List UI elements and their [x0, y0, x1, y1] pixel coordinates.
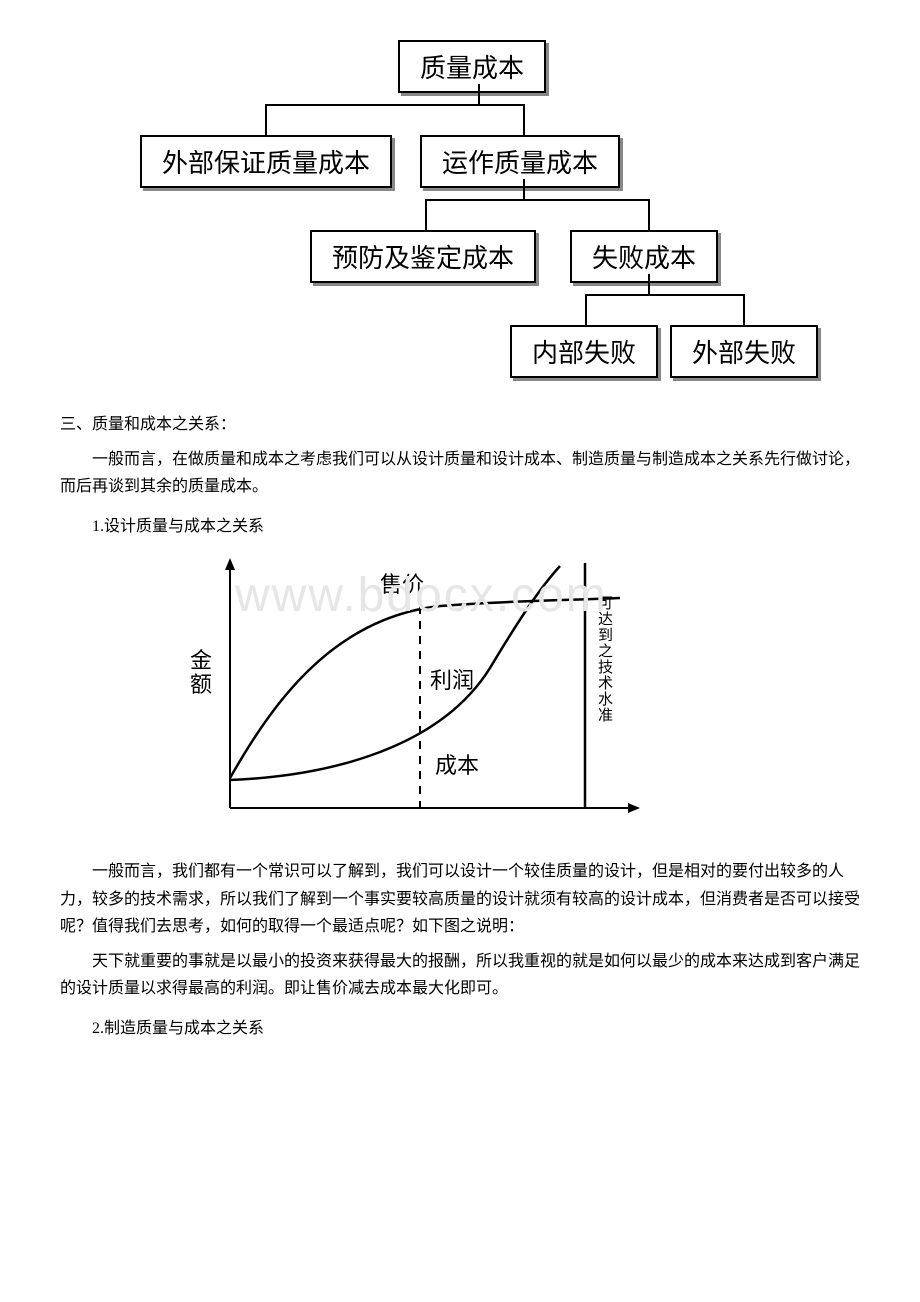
tree-connector [743, 294, 745, 325]
chart-profit-label: 利润 [430, 668, 474, 693]
tree-node-prevention: 预防及鉴定成本 [310, 230, 536, 283]
quality-cost-tree: 质量成本 外部保证质量成本 运作质量成本 预防及鉴定成本 失败成本 内部失败 外… [110, 40, 810, 380]
tree-node-external-failure: 外部失败 [670, 325, 818, 378]
tree-connector [478, 84, 480, 104]
paragraph: 一般而言，在做质量和成本之考虑我们可以从设计质量和设计成本、制造质量与制造成本之… [60, 446, 860, 500]
paragraph: 一般而言，我们都有一个常识可以了解到，我们可以设计一个较佳质量的设计，但是相对的… [60, 858, 860, 940]
tree-node-failure: 失败成本 [570, 230, 718, 283]
chart-price-label: 售价 [380, 572, 424, 597]
design-quality-cost-chart: www.bdocx.com 金额 售价 利润 成本 可 达 到 之 技 术 水 … [180, 548, 740, 848]
tree-node-external-assurance: 外部保证质量成本 [140, 135, 392, 188]
tree-connector [585, 294, 587, 325]
subheading-2: 2.制造质量与成本之关系 [92, 1014, 860, 1038]
tree-connector [523, 179, 525, 199]
tree-connector [265, 104, 525, 106]
tree-connector [523, 104, 525, 135]
tree-connector [648, 274, 650, 294]
chart-cost-label: 成本 [435, 753, 479, 778]
chart-y-label: 金额 [190, 648, 212, 697]
tree-node-root: 质量成本 [398, 40, 546, 93]
chart-svg: 金额 售价 利润 成本 可 达 到 之 技 术 水 准 [180, 548, 660, 848]
section-heading-3: 三、质量和成本之关系： [60, 410, 860, 434]
chart-tech-label: 可 达 到 之 技 术 水 准 [598, 596, 617, 724]
subheading-1: 1.设计质量与成本之关系 [92, 512, 860, 536]
tree-node-internal-failure: 内部失败 [510, 325, 658, 378]
tree-node-operation: 运作质量成本 [420, 135, 620, 188]
tree-connector [425, 199, 427, 230]
paragraph: 天下就重要的事就是以最小的投资来获得最大的报酬，所以我重视的就是如何以最少的成本… [60, 948, 860, 1002]
tree-connector [265, 104, 267, 135]
tree-connector [585, 294, 745, 296]
tree-connector [425, 199, 650, 201]
tree-connector [648, 199, 650, 230]
